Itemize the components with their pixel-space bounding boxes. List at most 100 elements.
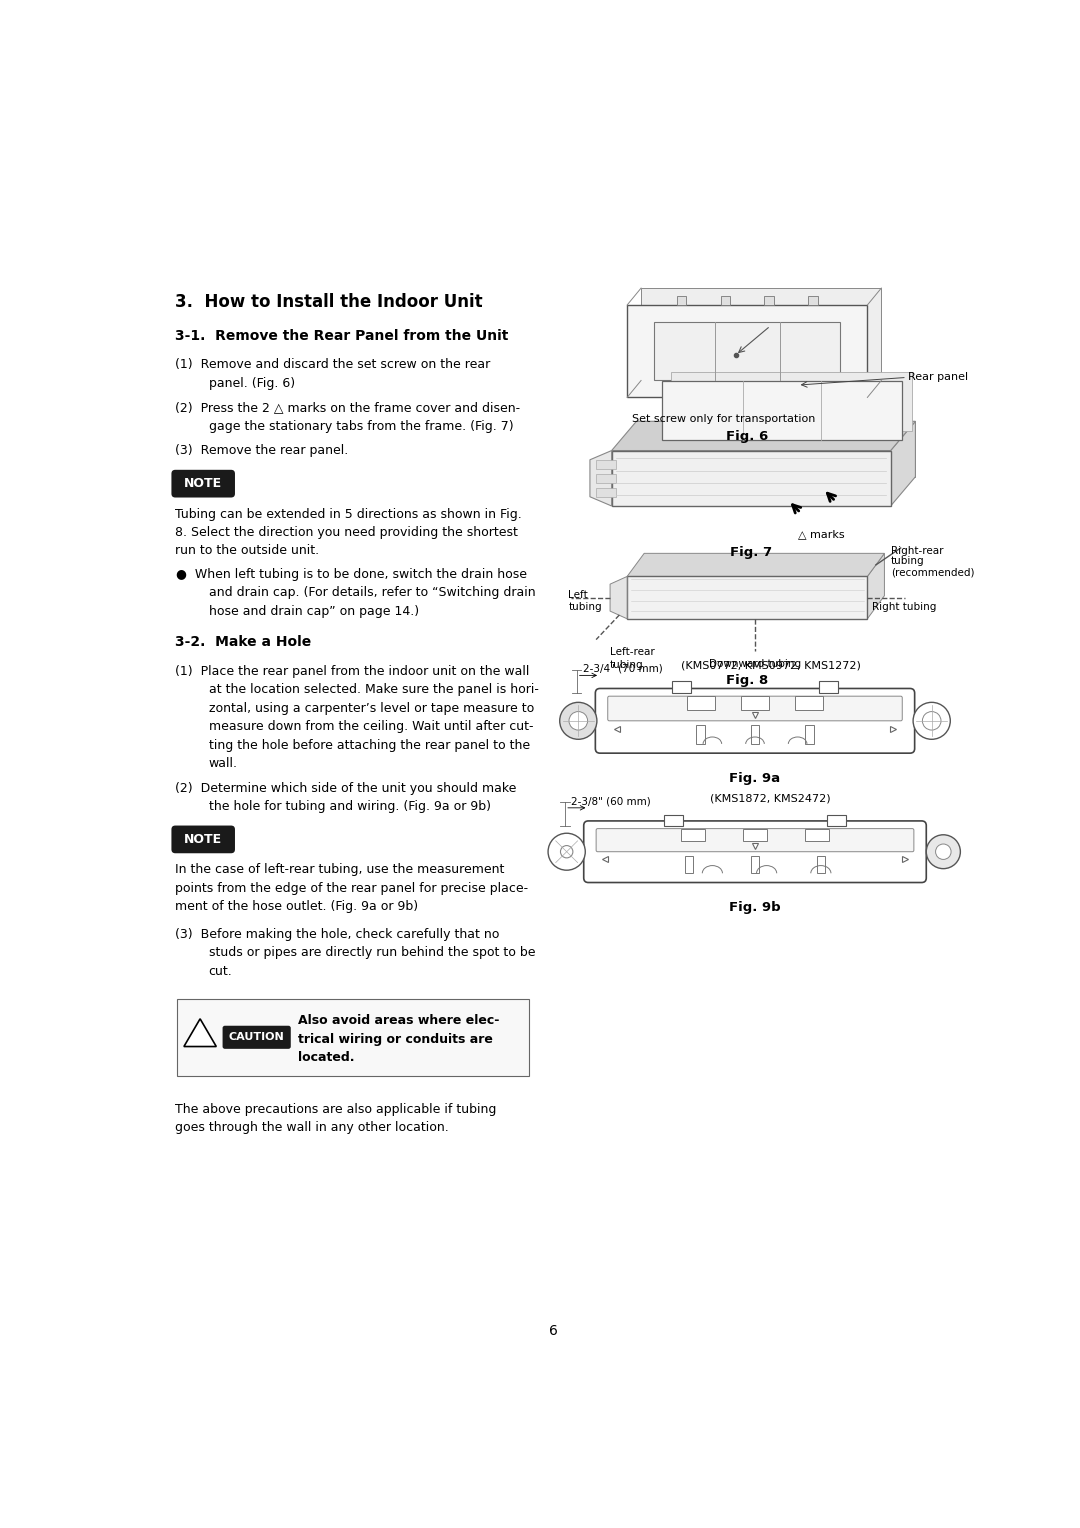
- Polygon shape: [721, 296, 730, 306]
- Text: △ marks: △ marks: [797, 529, 845, 539]
- FancyBboxPatch shape: [177, 999, 529, 1076]
- Text: The above precautions are also applicable if tubing: The above precautions are also applicabl…: [175, 1103, 497, 1115]
- Polygon shape: [627, 576, 867, 619]
- Circle shape: [913, 703, 950, 740]
- Text: Also avoid areas where elec-: Also avoid areas where elec-: [298, 1015, 499, 1027]
- Text: 2-3/8" (60 mm): 2-3/8" (60 mm): [571, 796, 651, 807]
- Text: gage the stationary tabs from the frame. (Fig. 7): gage the stationary tabs from the frame.…: [208, 420, 513, 432]
- Text: Rear panel: Rear panel: [908, 371, 969, 382]
- Text: Downward tubing: Downward tubing: [708, 659, 801, 669]
- Text: 3.  How to Install the Indoor Unit: 3. How to Install the Indoor Unit: [175, 293, 483, 312]
- Text: Set screw only for transportation: Set screw only for transportation: [632, 414, 815, 425]
- Text: Tubing can be extended in 5 directions as shown in Fig.: Tubing can be extended in 5 directions a…: [175, 507, 522, 521]
- Text: (1)  Place the rear panel from the indoor unit on the wall: (1) Place the rear panel from the indoor…: [175, 665, 529, 677]
- Polygon shape: [751, 856, 759, 874]
- Polygon shape: [590, 451, 611, 506]
- Text: tubing: tubing: [610, 660, 644, 669]
- Polygon shape: [596, 474, 616, 483]
- Polygon shape: [611, 451, 891, 506]
- Polygon shape: [610, 576, 627, 619]
- Text: 3-2.  Make a Hole: 3-2. Make a Hole: [175, 636, 311, 649]
- Text: zontal, using a carpenter’s level or tape measure to: zontal, using a carpenter’s level or tap…: [208, 701, 534, 715]
- Text: cut.: cut.: [208, 964, 232, 978]
- Circle shape: [559, 703, 597, 740]
- FancyBboxPatch shape: [608, 697, 902, 721]
- Text: tubing: tubing: [891, 556, 924, 567]
- Text: NOTE: NOTE: [184, 477, 222, 490]
- Text: wall.: wall.: [208, 756, 238, 770]
- Text: hose and drain cap” on page 14.): hose and drain cap” on page 14.): [208, 605, 419, 617]
- Text: (2)  Press the 2 △ marks on the frame cover and disen-: (2) Press the 2 △ marks on the frame cov…: [175, 402, 521, 414]
- Text: (3)  Remove the rear panel.: (3) Remove the rear panel.: [175, 445, 349, 457]
- Text: Fig. 9a: Fig. 9a: [729, 772, 781, 785]
- FancyBboxPatch shape: [596, 828, 914, 851]
- Text: located.: located.: [298, 1051, 354, 1063]
- Text: CAUTION: CAUTION: [229, 1033, 284, 1042]
- Text: ●  When left tubing is to be done, switch the drain hose: ● When left tubing is to be done, switch…: [176, 567, 527, 581]
- FancyBboxPatch shape: [583, 821, 927, 883]
- Text: and drain cap. (For details, refer to “Switching drain: and drain cap. (For details, refer to “S…: [208, 587, 536, 599]
- Text: 8. Select the direction you need providing the shortest: 8. Select the direction you need providi…: [175, 526, 518, 539]
- Text: Fig. 8: Fig. 8: [726, 674, 768, 688]
- Text: Fig. 7: Fig. 7: [730, 545, 772, 559]
- Text: (1)  Remove and discard the set screw on the rear: (1) Remove and discard the set screw on …: [175, 358, 490, 371]
- Polygon shape: [596, 460, 616, 469]
- Polygon shape: [596, 487, 616, 497]
- Polygon shape: [184, 1019, 216, 1047]
- Text: (recommended): (recommended): [891, 567, 974, 578]
- Text: points from the edge of the rear panel for precise place-: points from the edge of the rear panel f…: [175, 882, 528, 895]
- Circle shape: [935, 843, 951, 859]
- Text: run to the outside unit.: run to the outside unit.: [175, 544, 320, 558]
- Polygon shape: [664, 814, 683, 825]
- Polygon shape: [680, 828, 705, 840]
- Text: Left-rear: Left-rear: [610, 648, 654, 657]
- FancyBboxPatch shape: [595, 689, 915, 753]
- Text: trical wiring or conduits are: trical wiring or conduits are: [298, 1033, 492, 1045]
- Text: measure down from the ceiling. Wait until after cut-: measure down from the ceiling. Wait unti…: [208, 720, 534, 733]
- Text: (3)  Before making the hole, check carefully that no: (3) Before making the hole, check carefu…: [175, 927, 500, 941]
- Polygon shape: [627, 306, 867, 397]
- Text: Fig. 9b: Fig. 9b: [729, 902, 781, 914]
- Text: 2-3/4" (70 mm): 2-3/4" (70 mm): [583, 663, 663, 674]
- Polygon shape: [672, 681, 691, 694]
- Polygon shape: [642, 289, 881, 380]
- Polygon shape: [743, 384, 751, 397]
- Polygon shape: [743, 828, 768, 840]
- Text: Fig. 6: Fig. 6: [726, 429, 768, 443]
- Polygon shape: [867, 553, 885, 619]
- Circle shape: [927, 834, 960, 868]
- Polygon shape: [611, 422, 916, 451]
- Text: (KMS1872, KMS2472): (KMS1872, KMS2472): [711, 793, 831, 804]
- Text: In the case of left-rear tubing, use the measurement: In the case of left-rear tubing, use the…: [175, 863, 504, 876]
- Polygon shape: [751, 724, 759, 744]
- Polygon shape: [820, 681, 838, 694]
- Text: NOTE: NOTE: [184, 833, 222, 847]
- Text: Left: Left: [568, 590, 588, 601]
- FancyBboxPatch shape: [172, 469, 235, 498]
- Polygon shape: [697, 724, 705, 744]
- Circle shape: [569, 712, 588, 730]
- Polygon shape: [765, 296, 773, 306]
- Polygon shape: [891, 422, 916, 506]
- Text: Right-rear: Right-rear: [891, 545, 943, 556]
- Text: tubing: tubing: [568, 602, 602, 613]
- Polygon shape: [711, 384, 718, 397]
- Text: studs or pipes are directly run behind the spot to be: studs or pipes are directly run behind t…: [208, 946, 535, 960]
- Text: (2)  Determine which side of the unit you should make: (2) Determine which side of the unit you…: [175, 782, 516, 795]
- Text: !: !: [198, 1031, 203, 1045]
- Polygon shape: [741, 697, 769, 711]
- Circle shape: [922, 712, 941, 730]
- Text: (KMS0772, KMS0972, KMS1272): (KMS0772, KMS0972, KMS1272): [680, 660, 861, 671]
- Polygon shape: [805, 724, 813, 744]
- Polygon shape: [672, 371, 912, 431]
- Polygon shape: [627, 553, 885, 576]
- Text: ment of the hose outlet. (Fig. 9a or 9b): ment of the hose outlet. (Fig. 9a or 9b): [175, 900, 418, 914]
- FancyBboxPatch shape: [222, 1025, 291, 1048]
- Text: 6: 6: [549, 1325, 558, 1339]
- Text: at the location selected. Make sure the panel is hori-: at the location selected. Make sure the …: [208, 683, 539, 697]
- Polygon shape: [816, 856, 825, 874]
- Polygon shape: [677, 296, 686, 306]
- Circle shape: [548, 833, 585, 871]
- Polygon shape: [662, 382, 902, 440]
- Text: goes through the wall in any other location.: goes through the wall in any other locat…: [175, 1122, 449, 1134]
